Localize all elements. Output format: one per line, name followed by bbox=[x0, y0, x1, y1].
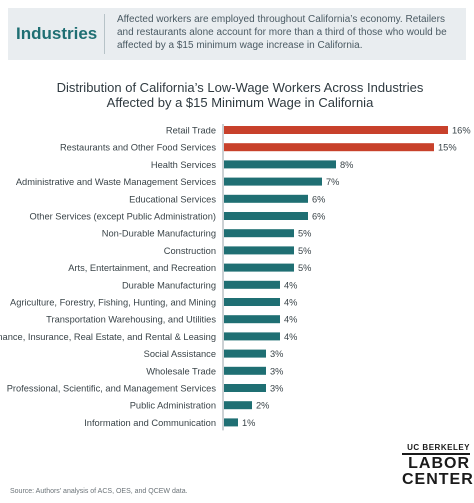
category-label-non-durable-manufacturing: Non-Durable Manufacturing bbox=[102, 229, 216, 239]
uc-berkeley-labor-center-logo: UC BERKELEY LABOR CENTER bbox=[402, 443, 474, 488]
bar-agriculture-forestry-fishing-hunting-and-mining bbox=[224, 298, 280, 306]
category-label-arts-entertainment-and-recreation: Arts, Entertainment, and Recreation bbox=[68, 263, 216, 273]
category-label-transportation-warehousing-and-utilities: Transportation Warehousing, and Utilitie… bbox=[46, 315, 216, 325]
value-label-social-assistance: 3% bbox=[270, 349, 283, 359]
bar-restaurants-and-other-food-services bbox=[224, 143, 434, 152]
category-label-agriculture-forestry-fishing-hunting-and-mining: Agriculture, Forestry, Fishing, Hunting,… bbox=[10, 298, 216, 308]
value-label-construction: 5% bbox=[298, 246, 311, 256]
value-label-non-durable-manufacturing: 5% bbox=[298, 229, 311, 239]
category-label-social-assistance: Social Assistance bbox=[144, 349, 216, 359]
category-label-administrative-and-waste-management-services: Administrative and Waste Management Serv… bbox=[16, 177, 216, 187]
source-note: Source: Authors’ analysis of ACS, OES, a… bbox=[10, 488, 188, 495]
category-label-wholesale-trade: Wholesale Trade bbox=[146, 366, 216, 376]
bar-educational-services bbox=[224, 194, 308, 203]
header-description: Affected workers are employed throughout… bbox=[117, 14, 447, 51]
category-label-information-and-communication: Information and Communication bbox=[84, 418, 216, 428]
category-label-restaurants-and-other-food-services: Restaurants and Other Food Services bbox=[60, 143, 216, 153]
bar-other-services-except-public-administration bbox=[224, 212, 308, 220]
bar-wholesale-trade bbox=[224, 366, 266, 375]
category-label-health-services: Health Services bbox=[151, 160, 216, 170]
logo-line-3: CENTER bbox=[402, 471, 474, 488]
value-label-public-administration: 2% bbox=[256, 401, 269, 411]
value-label-finance-insurance-real-estate-and-rental-leasing: 4% bbox=[284, 332, 297, 342]
bar-professional-scientific-and-management-services bbox=[224, 384, 266, 392]
value-label-retail-trade: 16% bbox=[452, 126, 471, 136]
value-label-health-services: 8% bbox=[340, 160, 353, 170]
logo-rule bbox=[402, 453, 470, 455]
bar-information-and-communication bbox=[224, 418, 238, 427]
value-label-restaurants-and-other-food-services: 15% bbox=[438, 143, 457, 153]
bar-administrative-and-waste-management-services bbox=[224, 177, 322, 186]
bar-retail-trade bbox=[224, 126, 448, 134]
value-label-educational-services: 6% bbox=[312, 194, 325, 204]
header-banner: Industries Affected workers are employed… bbox=[8, 8, 466, 60]
bar-durable-manufacturing bbox=[224, 280, 280, 289]
chart-title: Distribution of California’s Low-Wage Wo… bbox=[40, 80, 440, 110]
bar-public-administration bbox=[224, 401, 252, 410]
category-label-professional-scientific-and-management-services: Professional, Scientific, and Management… bbox=[7, 384, 217, 394]
bar-non-durable-manufacturing bbox=[224, 229, 294, 238]
value-label-information-and-communication: 1% bbox=[242, 418, 255, 428]
value-label-professional-scientific-and-management-services: 3% bbox=[270, 384, 283, 394]
chart-title-line-2: Affected by a $15 Minimum Wage in Califo… bbox=[106, 95, 374, 110]
bar-arts-entertainment-and-recreation bbox=[224, 263, 294, 272]
value-label-agriculture-forestry-fishing-hunting-and-mining: 4% bbox=[284, 298, 297, 308]
bar-finance-insurance-real-estate-and-rental-leasing bbox=[224, 332, 280, 341]
value-label-wholesale-trade: 3% bbox=[270, 366, 283, 376]
bar-health-services bbox=[224, 160, 336, 169]
category-label-durable-manufacturing: Durable Manufacturing bbox=[122, 280, 216, 290]
logo-line-1: UC BERKELEY bbox=[407, 443, 470, 452]
bar-transportation-warehousing-and-utilities bbox=[224, 315, 280, 324]
chart-title-line-1: Distribution of California’s Low-Wage Wo… bbox=[56, 80, 424, 95]
value-label-durable-manufacturing: 4% bbox=[284, 280, 297, 290]
logo-line-2: LABOR bbox=[408, 455, 470, 472]
category-label-other-services-except-public-administration: Other Services (except Public Administra… bbox=[29, 212, 216, 222]
category-label-construction: Construction bbox=[164, 246, 216, 256]
header-divider bbox=[104, 14, 105, 54]
category-label-educational-services: Educational Services bbox=[129, 194, 216, 204]
value-label-administrative-and-waste-management-services: 7% bbox=[326, 177, 339, 187]
category-label-retail-trade: Retail Trade bbox=[166, 126, 216, 136]
bar-construction bbox=[224, 246, 294, 255]
value-label-arts-entertainment-and-recreation: 5% bbox=[298, 263, 311, 273]
value-label-other-services-except-public-administration: 6% bbox=[312, 212, 325, 222]
category-label-public-administration: Public Administration bbox=[130, 401, 216, 411]
value-label-transportation-warehousing-and-utilities: 4% bbox=[284, 315, 297, 325]
category-label-finance-insurance-real-estate-and-rental-leasing: Finance, Insurance, Real Estate, and Ren… bbox=[0, 332, 216, 342]
bar-social-assistance bbox=[224, 349, 266, 358]
header-title: Industries bbox=[16, 24, 98, 43]
